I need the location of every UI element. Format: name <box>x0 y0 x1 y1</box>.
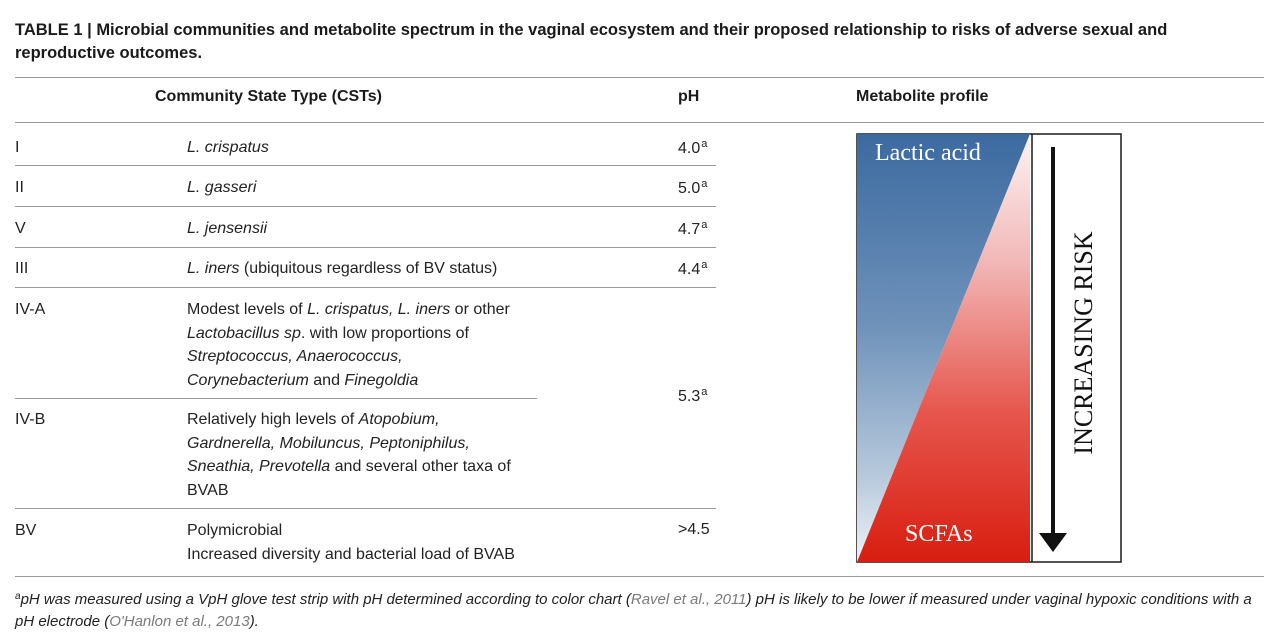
row-3-ph: 4.7a <box>678 219 708 238</box>
row-5-6-ph: 5.3a <box>678 386 708 405</box>
header-rule <box>15 122 1264 123</box>
row-7-cst: BV <box>15 522 37 539</box>
row-5-cst: IV-A <box>15 301 46 318</box>
row-1-ph: 4.0a <box>678 138 708 157</box>
row-rule <box>15 287 716 288</box>
top-rule <box>15 77 1264 78</box>
row-2-cst: II <box>15 179 24 196</box>
row-rule <box>15 247 716 248</box>
row-1-cst: I <box>15 139 20 156</box>
row-rule <box>15 398 537 399</box>
row-rule <box>15 508 716 509</box>
risk-arrow-head <box>1039 533 1067 552</box>
table-caption: TABLE 1 | Microbial communities and meta… <box>15 21 1168 62</box>
row-3-description: L. jensensii <box>187 220 268 237</box>
row-4-ph: 4.4a <box>678 259 708 278</box>
row-3-cst: V <box>15 220 26 237</box>
header-ph: pH <box>678 88 700 105</box>
row-4-description: L. iners (ubiquitous regardless of BV st… <box>187 260 498 277</box>
bottom-rule <box>15 576 1264 577</box>
row-2-description: L. gasseri <box>187 179 257 196</box>
scfas-wedge <box>857 134 1030 562</box>
header-cst: Community State Type (CSTs) <box>155 88 382 105</box>
row-7-ph: >4.5 <box>678 521 710 538</box>
row-6-cst: IV-B <box>15 411 46 428</box>
row-5-description: Modest levels of L. crispatus, L. iners … <box>187 301 510 389</box>
row-rule <box>15 206 716 207</box>
increasing-risk-label: INCREASING RISK <box>1069 231 1098 454</box>
lactic-acid-label: Lactic acid <box>875 140 981 166</box>
metabolite-profile-figure: Lactic acid SCFAs INCREASING RISK <box>856 133 1122 563</box>
table-footnote: apH was measured using a VpH glove test … <box>15 591 1252 630</box>
row-2-ph: 5.0a <box>678 178 708 197</box>
row-4-cst: III <box>15 260 29 277</box>
row-rule <box>15 165 716 166</box>
row-6-description: Relatively high levels of Atopobium, Gar… <box>187 411 511 499</box>
reference-link-ohanlon[interactable]: O'Hanlon et al., 2013 <box>109 613 250 630</box>
header-metabolite-profile: Metabolite profile <box>856 88 989 105</box>
reference-link-ravel[interactable]: Ravel et al., 2011 <box>630 591 747 608</box>
row-7-description: Polymicrobial Increased diversity and ba… <box>187 522 515 563</box>
row-1-description: L. crispatus <box>187 139 269 156</box>
scfas-label: SCFAs <box>905 521 973 547</box>
